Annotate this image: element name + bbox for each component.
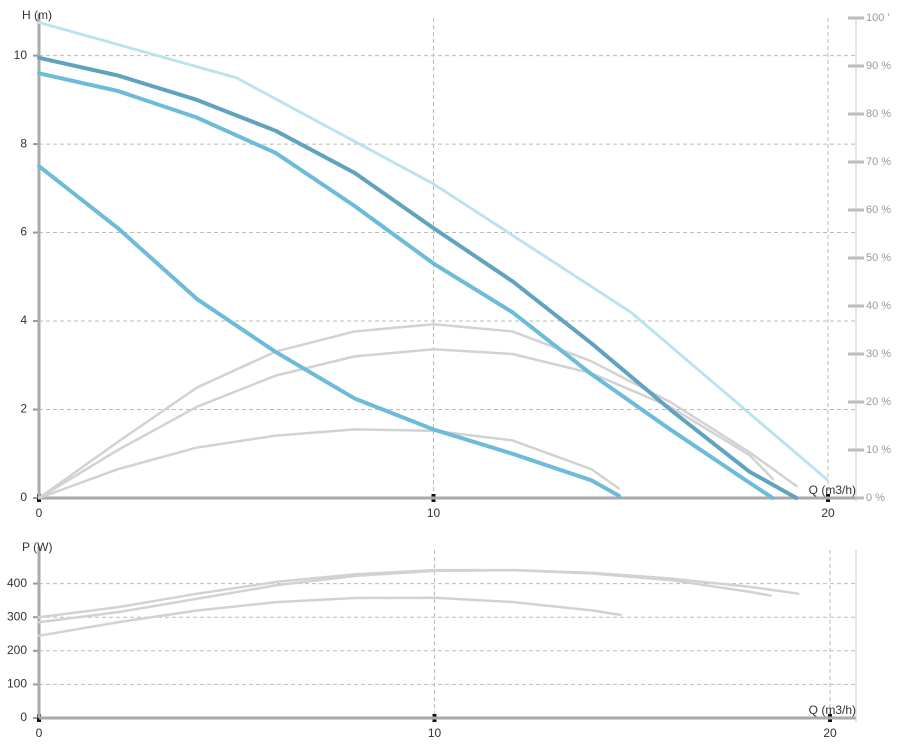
y-tick (33, 320, 39, 323)
y-tick (33, 408, 39, 411)
y-tick (33, 717, 39, 719)
y-tick-label: 4 (20, 313, 27, 327)
x-axis-title: Q (m3/h) (809, 483, 856, 497)
y2-tick-label: 90 % (866, 60, 891, 72)
x-tick-label: 20 (821, 506, 835, 520)
curve (37, 164, 621, 498)
y2-tick-label: 30 % (866, 348, 891, 360)
y-tick-label: 100 (7, 677, 27, 691)
curve (37, 55, 799, 500)
y2-tick-label: 100 ' (866, 12, 890, 24)
y-tick-label: 8 (20, 136, 27, 150)
y2-tick-label: 70 % (866, 156, 891, 168)
curve (37, 568, 800, 624)
y-tick (33, 231, 39, 234)
x-tick-label: 10 (427, 506, 441, 520)
y-tick (33, 582, 39, 585)
curve (37, 596, 622, 637)
curve (37, 71, 775, 500)
y2-tick-label: 60 % (866, 204, 891, 216)
curve (37, 347, 775, 500)
y-tick (33, 54, 39, 57)
y2-tick-label: 10 % (866, 444, 891, 456)
y2-tick-label: 80 % (866, 108, 891, 120)
y-tick-label: 400 (7, 576, 27, 590)
x-tick-label: 0 (36, 726, 43, 740)
y-tick-label: 0 (20, 710, 27, 724)
y-tick (33, 143, 39, 146)
y-tick-label: 0 (20, 490, 27, 504)
y-axis-title: H (m) (22, 8, 52, 22)
y-tick (33, 616, 39, 619)
y-tick (33, 683, 39, 686)
y-axis-title: P (W) (22, 540, 52, 554)
y-tick (33, 497, 39, 499)
y2-tick-label: 0 % (866, 492, 885, 504)
x-tick-label: 20 (823, 726, 837, 740)
x-tick-label: 0 (36, 506, 43, 520)
y2-tick-label: 40 % (866, 300, 891, 312)
x-tick-label: 10 (428, 726, 442, 740)
y-tick-label: 200 (7, 643, 27, 657)
curve (37, 322, 798, 500)
y-tick (33, 649, 39, 652)
curve (37, 428, 621, 500)
y2-tick-label: 20 % (866, 396, 891, 408)
curve (37, 20, 830, 482)
y2-tick-label: 50 % (866, 252, 891, 264)
x-axis-title: Q (m3/h) (809, 703, 856, 717)
y-tick-label: 6 (20, 225, 27, 239)
y-tick-label: 2 (20, 402, 27, 416)
y-tick-label: 300 (7, 609, 27, 623)
y-tick-label: 10 (14, 48, 28, 62)
